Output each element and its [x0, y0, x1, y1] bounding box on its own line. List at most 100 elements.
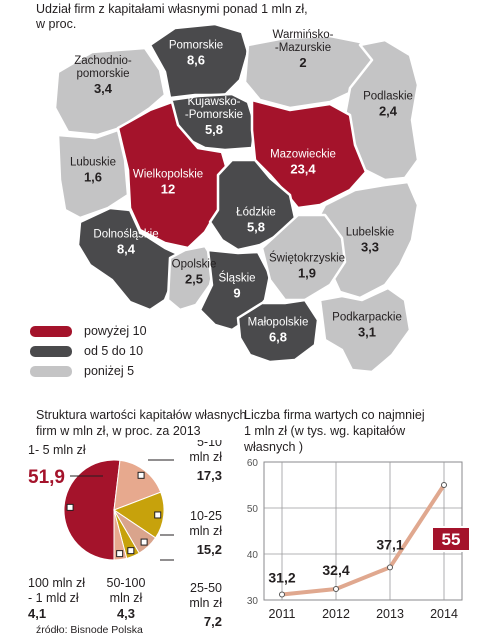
legend-swatch: [30, 346, 72, 357]
map-region-value: 8,6: [187, 53, 205, 68]
map-region-name: Warmińsko-: [273, 29, 334, 41]
line-ytick: 60: [247, 458, 259, 469]
pie-label: 5-10: [197, 440, 222, 449]
map-region-name: Lubelskie: [346, 227, 395, 239]
line-point: [333, 585, 339, 592]
pie-label: 1- 5 mln zł: [28, 443, 86, 457]
map-region-value: 3,3: [361, 240, 379, 255]
map-region-value: 1,9: [298, 266, 316, 281]
pie-marker: [127, 547, 135, 555]
pie-value: 15,2: [197, 542, 222, 557]
map-region: [53, 46, 167, 137]
map-region: [318, 286, 412, 374]
legend-swatch: [30, 366, 72, 377]
map-region: [343, 38, 420, 182]
map-region-name: -Mazurskie: [275, 42, 331, 54]
map-region-value: 8,4: [117, 242, 136, 257]
map-region-name: Małopolskie: [248, 317, 309, 329]
line-ytick: 30: [247, 596, 259, 607]
line-ytick: 40: [247, 550, 259, 561]
legend-label: poniżej 5: [84, 364, 135, 378]
map-region-name: Opolskie: [172, 259, 217, 271]
pie-value: 51,9: [28, 467, 65, 488]
pie-label: mln zł: [189, 450, 222, 464]
pie-title-line2: firm w mln zł, w proc. za 2013: [36, 424, 201, 438]
map-title-line1: Udział firm z kapitałami własnymi ponad …: [36, 2, 308, 16]
legend-label: od 5 do 10: [84, 344, 144, 358]
pie-marker: [116, 550, 124, 558]
map-region-value: 6,8: [269, 330, 287, 345]
line-value-label: 55: [442, 530, 461, 549]
pie-value: 17,3: [197, 468, 222, 483]
pie-label: mln zł: [189, 524, 222, 538]
pie-slice: [112, 491, 165, 539]
map-region-name: Lubuskie: [70, 157, 116, 169]
line-value-label: 37,1: [376, 536, 403, 552]
line-ytick: 50: [247, 504, 259, 515]
line-point: [441, 482, 447, 488]
map-region-name: Zachodnio-: [74, 55, 132, 67]
map-region-name: pomorskie: [76, 68, 129, 80]
map-region-name: Podkarpackie: [332, 312, 402, 324]
pie-slice: [113, 509, 128, 561]
line-xtick: 2012: [322, 607, 350, 621]
pie-slice: [63, 459, 121, 561]
map-region-value: 1,6: [84, 170, 102, 185]
pie-slice: [113, 459, 162, 511]
map-region-name: Łódzkie: [236, 207, 276, 219]
line-title-line2: 1 mln zł (w tys. wg. kapitałów: [244, 424, 406, 438]
line-xtick: 2011: [269, 607, 296, 621]
pie-marker: [137, 471, 145, 479]
map-region-name: Pomorskie: [169, 40, 223, 52]
line-value-label: 31,2: [268, 569, 295, 585]
pie-marker: [154, 511, 162, 519]
map-region-name: Świętokrzyskie: [269, 252, 345, 265]
pie-label: mln zł: [110, 591, 143, 605]
map-region-value: 2: [299, 55, 306, 70]
map-region-name: Podlaskie: [363, 91, 413, 103]
line-xtick: 2013: [376, 607, 404, 621]
line-point: [279, 591, 285, 598]
map-region: [260, 213, 347, 302]
map-region-name: Kujawsko-: [187, 96, 240, 108]
map-region-value: 2,5: [185, 272, 203, 287]
map-region: [166, 244, 217, 312]
pie-marker: [140, 538, 148, 546]
map-region-name: Wielkopolskie: [133, 169, 203, 181]
pie-value: 4,1: [28, 606, 46, 621]
map-region-value: 9: [233, 286, 240, 301]
pie-label: mln zł: [189, 596, 222, 610]
pie-value: 7,2: [204, 614, 222, 629]
legend-label: powyżej 10: [84, 324, 147, 338]
map-region-value: 5,8: [205, 122, 223, 137]
map-title-line2: w proc.: [36, 17, 77, 31]
line-value-badge: [431, 526, 470, 552]
map-region-name: -Pomorskie: [185, 109, 243, 121]
map-region-value: 3,1: [358, 325, 376, 340]
pie-label: - 1 mld zł: [28, 591, 79, 605]
map-region: [148, 22, 250, 100]
pie-label: 10-25: [190, 509, 222, 523]
pie-marker: [66, 503, 74, 511]
line-chart: 30 40 50 60 2011 2012 2013 2014 31,2 32,4 37,1 55: [247, 458, 470, 621]
map-region-value: 23,4: [290, 162, 316, 177]
source-note: źródło: Bisnode Polska: [36, 624, 143, 636]
pie-label: 100 mln zł: [28, 576, 85, 590]
line-xtick: 2014: [430, 607, 458, 621]
pie-title-line1: Struktura wartości kapitałów własnych: [36, 408, 247, 422]
map-region-value: 2,4: [379, 104, 398, 119]
map-region-name: Mazowieckie: [270, 149, 336, 161]
map-region-value: 3,4: [94, 81, 113, 96]
line-title-line1: Liczba firma wartych co najmniej: [244, 408, 425, 422]
map-region: [236, 298, 320, 364]
pie-value: 4,3: [117, 606, 135, 621]
map-region: [56, 128, 130, 220]
line-series: [281, 483, 446, 597]
map-region-value: 5,8: [247, 220, 265, 235]
line-point: [387, 564, 393, 571]
pie-label: 25-50: [190, 581, 222, 595]
pie-label: 50-100: [107, 576, 146, 590]
line-title-line3: własnych ): [244, 440, 304, 454]
legend-swatch: [30, 326, 72, 337]
